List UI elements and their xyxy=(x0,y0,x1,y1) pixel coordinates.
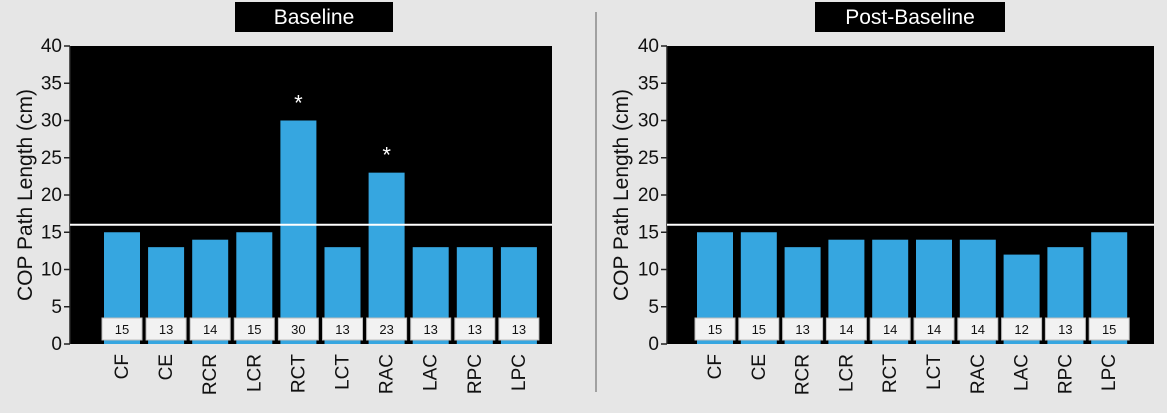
x-tick-label: RCR xyxy=(200,354,221,395)
value-label-box xyxy=(145,317,187,341)
value-label-box xyxy=(322,317,363,341)
value-label-box xyxy=(913,317,955,341)
value-label-box xyxy=(869,317,911,341)
chart-title-box xyxy=(235,2,393,32)
y-axis-label: COP Path Length (cm) xyxy=(14,89,37,301)
y-tick-label: 10 xyxy=(638,260,659,281)
x-tick-label: LAC xyxy=(421,354,442,391)
value-label: 14 xyxy=(839,322,853,337)
y-tick-label: 15 xyxy=(638,222,659,243)
value-label: 13 xyxy=(795,322,809,337)
value-label: 15 xyxy=(115,322,129,337)
y-tick-label: 30 xyxy=(638,111,659,132)
value-label: 13 xyxy=(512,322,526,337)
value-label-box xyxy=(498,317,540,341)
value-label: 13 xyxy=(1058,322,1072,337)
y-tick-label: 40 xyxy=(41,36,62,57)
x-tick-label: LCR xyxy=(244,354,265,392)
value-label: 14 xyxy=(883,322,897,337)
value-label-box xyxy=(782,317,824,341)
x-tick-label: RPC xyxy=(1055,354,1076,394)
value-label: 15 xyxy=(752,322,766,337)
chart-title: Post-Baseline xyxy=(845,6,975,29)
y-tick-label: 10 xyxy=(41,260,62,281)
chart-panel-1: Baseline 0 5 10 15 20 25 30 35 40 COP Path Length … xyxy=(14,2,552,395)
x-tick-label: CF xyxy=(112,354,133,379)
x-tick-label: RPC xyxy=(465,354,486,394)
x-tick-label: LCR xyxy=(836,354,857,392)
x-tick-label: RCR xyxy=(793,354,814,395)
chart-title: Baseline xyxy=(274,6,355,29)
value-label: 13 xyxy=(468,322,482,337)
x-tick-label: RCT xyxy=(288,354,309,393)
value-label: 13 xyxy=(159,322,173,337)
significance-marker: * xyxy=(382,143,391,168)
y-tick-label: 35 xyxy=(41,73,62,94)
y-tick-label: 0 xyxy=(51,334,62,355)
value-label: 15 xyxy=(1102,322,1116,337)
y-axis-label: COP Path Length (cm) xyxy=(610,89,633,301)
value-label: 15 xyxy=(247,322,261,337)
x-tick-label: CE xyxy=(749,354,770,380)
value-label-box xyxy=(1088,317,1130,341)
value-label-box xyxy=(101,317,143,341)
y-tick-label: 5 xyxy=(51,297,62,318)
y-tick-label: 25 xyxy=(638,148,659,169)
x-tick-label: LAC xyxy=(1012,354,1033,391)
value-label-box xyxy=(957,317,999,341)
value-label: 15 xyxy=(708,322,722,337)
chart-title-box xyxy=(815,2,1005,32)
x-tick-label: RAC xyxy=(968,354,989,394)
y-tick-label: 0 xyxy=(648,334,659,355)
value-label-box xyxy=(277,317,319,341)
x-tick-label: CF xyxy=(705,354,726,379)
y-tick-label: 35 xyxy=(638,73,659,94)
x-tick-label: LCT xyxy=(924,354,945,390)
value-label: 13 xyxy=(335,322,349,337)
value-label-box xyxy=(694,317,736,341)
y-tick-label: 5 xyxy=(648,297,659,318)
y-tick-label: 30 xyxy=(41,111,62,132)
value-label: 13 xyxy=(423,322,437,337)
value-label-box xyxy=(738,317,780,341)
value-label: 12 xyxy=(1014,322,1028,337)
chart-panel-2: Post-Baseline 0 5 10 15 20 25 30 35 40 COP Path Le… xyxy=(610,2,1154,395)
x-tick-label: LCT xyxy=(333,354,354,390)
x-tick-label: LPC xyxy=(1099,354,1120,391)
value-label-box xyxy=(233,317,275,341)
value-label: 23 xyxy=(379,322,393,337)
x-tick-label: RCT xyxy=(880,354,901,393)
y-tick-label: 15 xyxy=(41,222,62,243)
value-label-box xyxy=(1001,317,1043,341)
value-label: 30 xyxy=(291,322,305,337)
significance-marker: * xyxy=(294,91,303,116)
value-label-box xyxy=(1044,317,1086,341)
value-label-box xyxy=(825,317,867,341)
x-tick-label: LPC xyxy=(509,354,530,391)
value-label: 14 xyxy=(927,322,941,337)
value-label: 14 xyxy=(971,322,985,337)
x-tick-label: CE xyxy=(156,354,177,380)
bar-rac xyxy=(368,172,405,344)
value-label-box xyxy=(454,317,496,341)
x-tick-label: RAC xyxy=(377,354,398,394)
value-label: 14 xyxy=(203,322,217,337)
value-label-box xyxy=(410,317,452,341)
value-label-box xyxy=(189,317,231,341)
y-tick-label: 20 xyxy=(638,185,659,206)
y-tick-label: 40 xyxy=(638,36,659,57)
bar-rct xyxy=(280,120,317,344)
y-tick-label: 20 xyxy=(41,185,62,206)
y-tick-label: 25 xyxy=(41,148,62,169)
value-label-box xyxy=(366,317,408,341)
